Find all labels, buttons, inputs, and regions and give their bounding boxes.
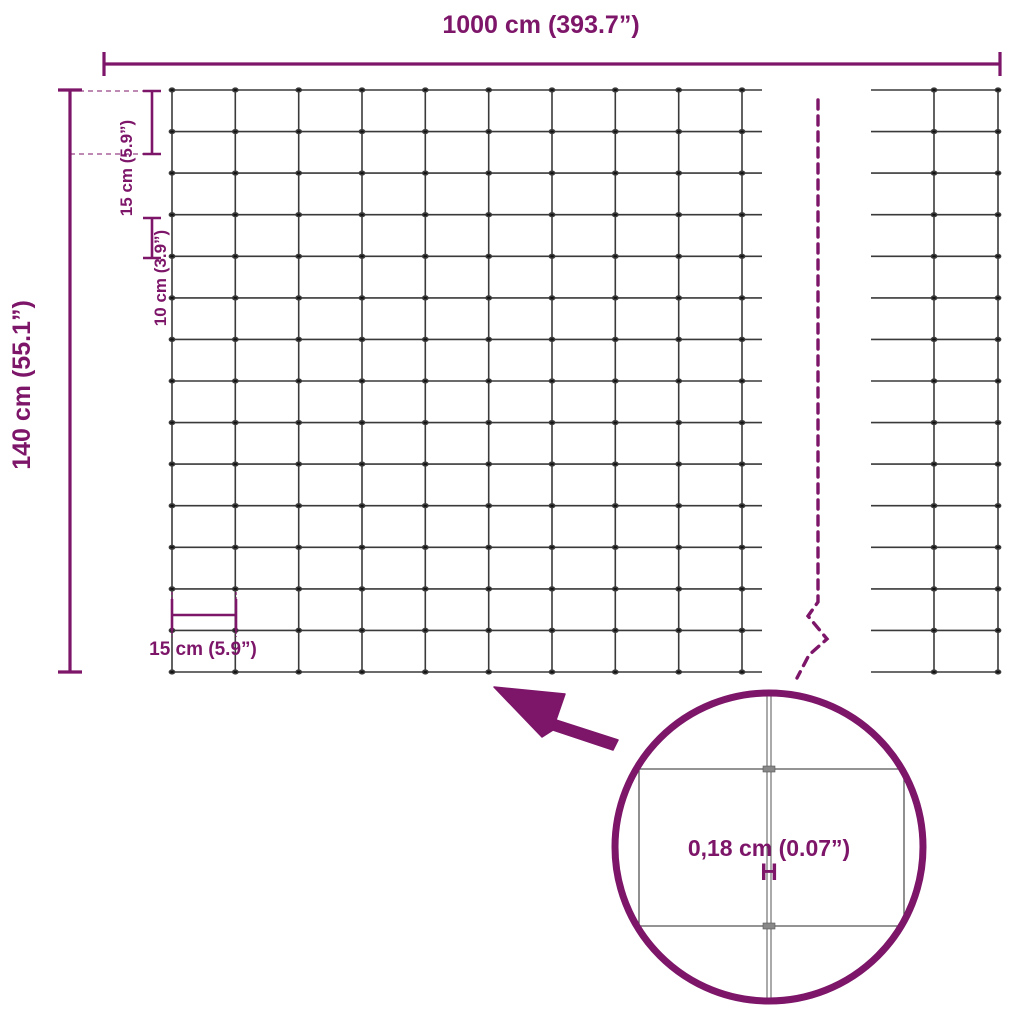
svg-text:0,18 cm (0.07”): 0,18 cm (0.07”) (688, 835, 850, 861)
svg-text:1000 cm (393.7”): 1000 cm (393.7”) (442, 11, 639, 39)
svg-text:15 cm (5.9”): 15 cm (5.9”) (149, 639, 257, 660)
svg-text:140 cm (55.1”): 140 cm (55.1”) (8, 300, 36, 470)
svg-text:H: H (760, 859, 777, 886)
svg-text:15 cm (5.9”): 15 cm (5.9”) (117, 120, 136, 216)
svg-text:10 cm (3.9”): 10 cm (3.9”) (151, 230, 170, 326)
